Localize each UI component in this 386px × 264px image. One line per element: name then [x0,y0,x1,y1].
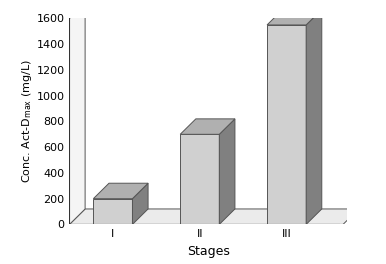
Y-axis label: Conc. Act-D$_{\rm max}$ (mg/L): Conc. Act-D$_{\rm max}$ (mg/L) [20,59,34,183]
X-axis label: Stages: Stages [187,245,230,258]
Polygon shape [132,183,148,224]
Polygon shape [219,119,235,224]
Polygon shape [180,119,235,134]
Polygon shape [267,25,306,224]
Polygon shape [180,134,219,224]
Polygon shape [267,10,322,25]
Polygon shape [306,10,322,224]
Polygon shape [69,209,359,224]
Polygon shape [69,3,85,224]
Polygon shape [93,183,148,199]
Polygon shape [93,199,132,224]
